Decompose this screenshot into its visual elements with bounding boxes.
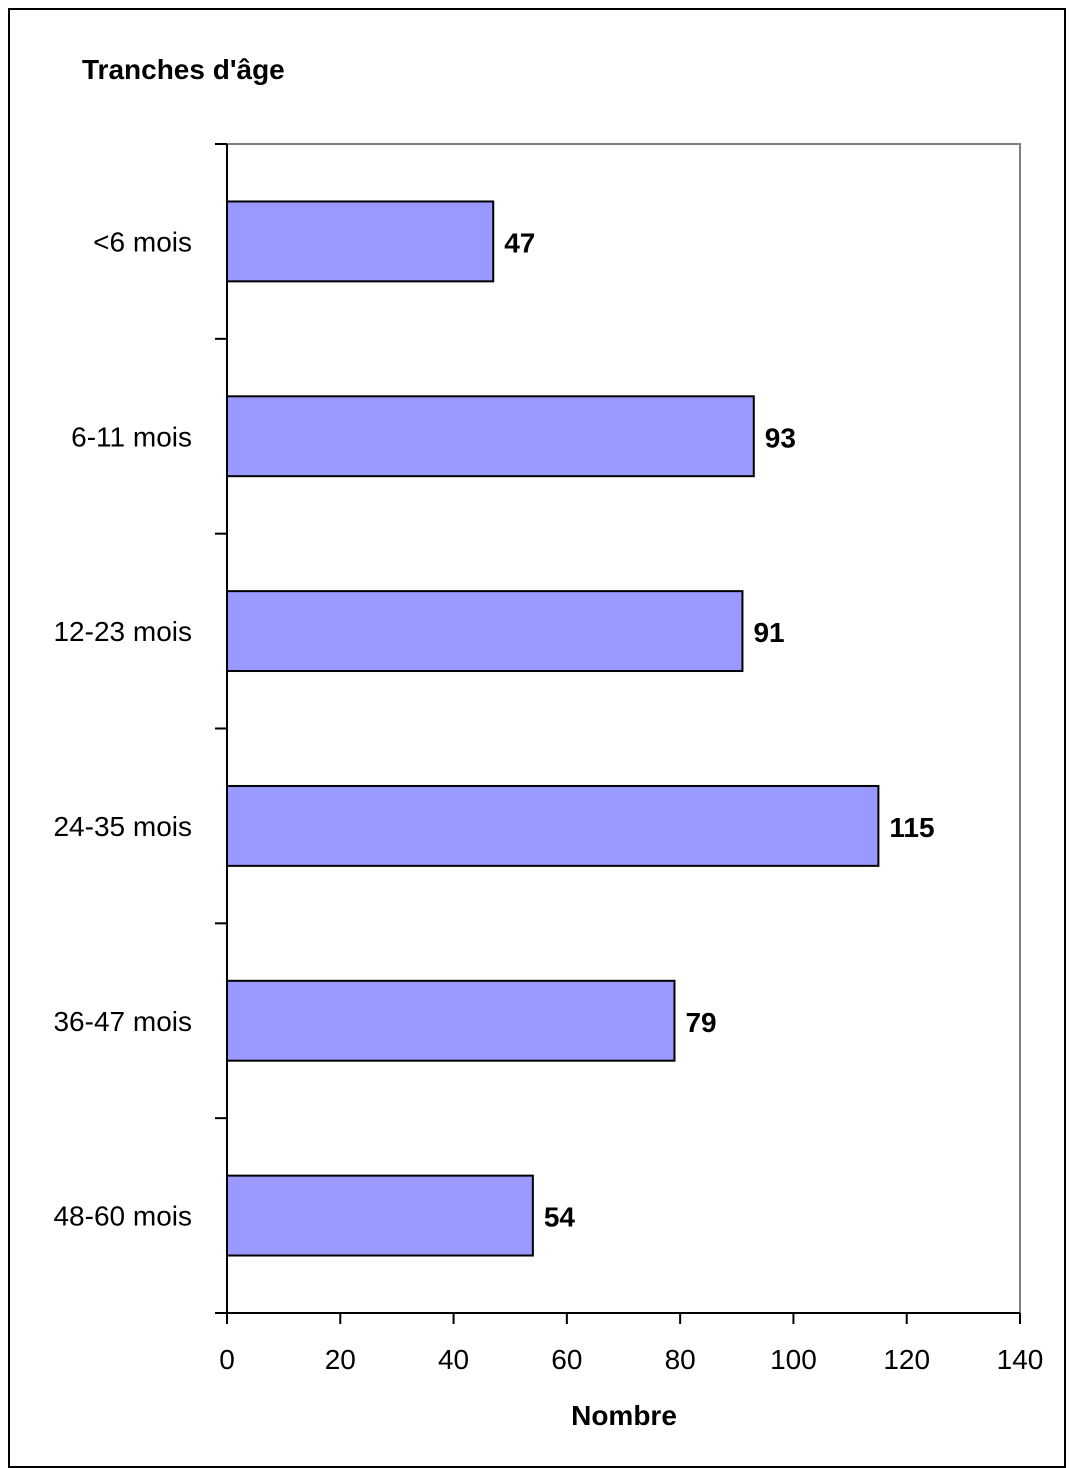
x-tick-label: 20: [325, 1344, 356, 1375]
bar: [226, 1174, 534, 1257]
bar: [226, 590, 744, 673]
x-tick-label: 80: [665, 1344, 696, 1375]
category-label: 12-23 mois: [53, 616, 192, 647]
data-label: 47: [504, 227, 535, 258]
data-label: 79: [685, 1007, 716, 1038]
category-label: 48-60 mois: [53, 1201, 192, 1232]
category-label: 36-47 mois: [53, 1006, 192, 1037]
bar: [226, 784, 880, 867]
bar: [226, 395, 755, 478]
category-label: 6-11 mois: [71, 421, 192, 452]
category-label: 24-35 mois: [53, 811, 192, 842]
x-tick-label: 140: [997, 1344, 1044, 1375]
data-label: 54: [544, 1202, 576, 1233]
category-label: <6 mois: [93, 226, 192, 257]
plot-border: [226, 143, 1021, 1314]
x-tick-label: 40: [438, 1344, 469, 1375]
x-tick-label: 120: [883, 1344, 930, 1375]
bar: [226, 979, 676, 1062]
bar: [226, 200, 495, 283]
plot-area: 0 20 40 60 80 100 120 140 <6 mois 47 6-11 mois 93 12…: [53, 143, 1044, 1375]
chart-title: Tranches d'âge: [82, 54, 285, 85]
data-label: 91: [753, 617, 784, 648]
data-label: 115: [889, 812, 934, 843]
data-label: 93: [765, 422, 796, 453]
x-tick-label: 100: [770, 1344, 817, 1375]
chart-frame: [8, 8, 1066, 1468]
x-tick-label: 60: [551, 1344, 582, 1375]
x-axis-title: Nombre: [571, 1400, 677, 1431]
x-tick-label: 0: [219, 1344, 235, 1375]
